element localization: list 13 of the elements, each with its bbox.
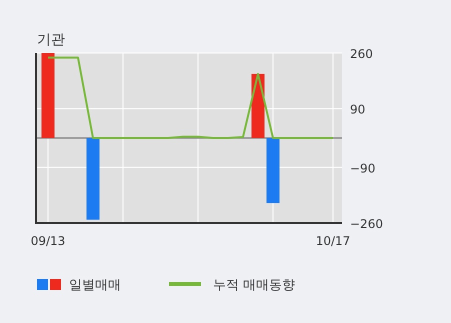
- x-tick-label: 09/13: [30, 234, 66, 248]
- chart-title: 기관: [37, 32, 65, 48]
- legend-label: 일별매매: [69, 278, 121, 293]
- bar: [42, 53, 54, 138]
- line-series: [47, 56, 334, 139]
- y-tick-label: −90: [350, 161, 376, 176]
- y-tick-label: −260: [350, 217, 383, 231]
- y-tick-label: 260: [350, 47, 373, 61]
- bar: [266, 138, 280, 204]
- y-tick-label: 90: [350, 102, 366, 117]
- x-tick-label: 10/17: [316, 234, 350, 248]
- bar: [86, 138, 100, 220]
- legend-label: 누적 매매동향: [213, 278, 296, 293]
